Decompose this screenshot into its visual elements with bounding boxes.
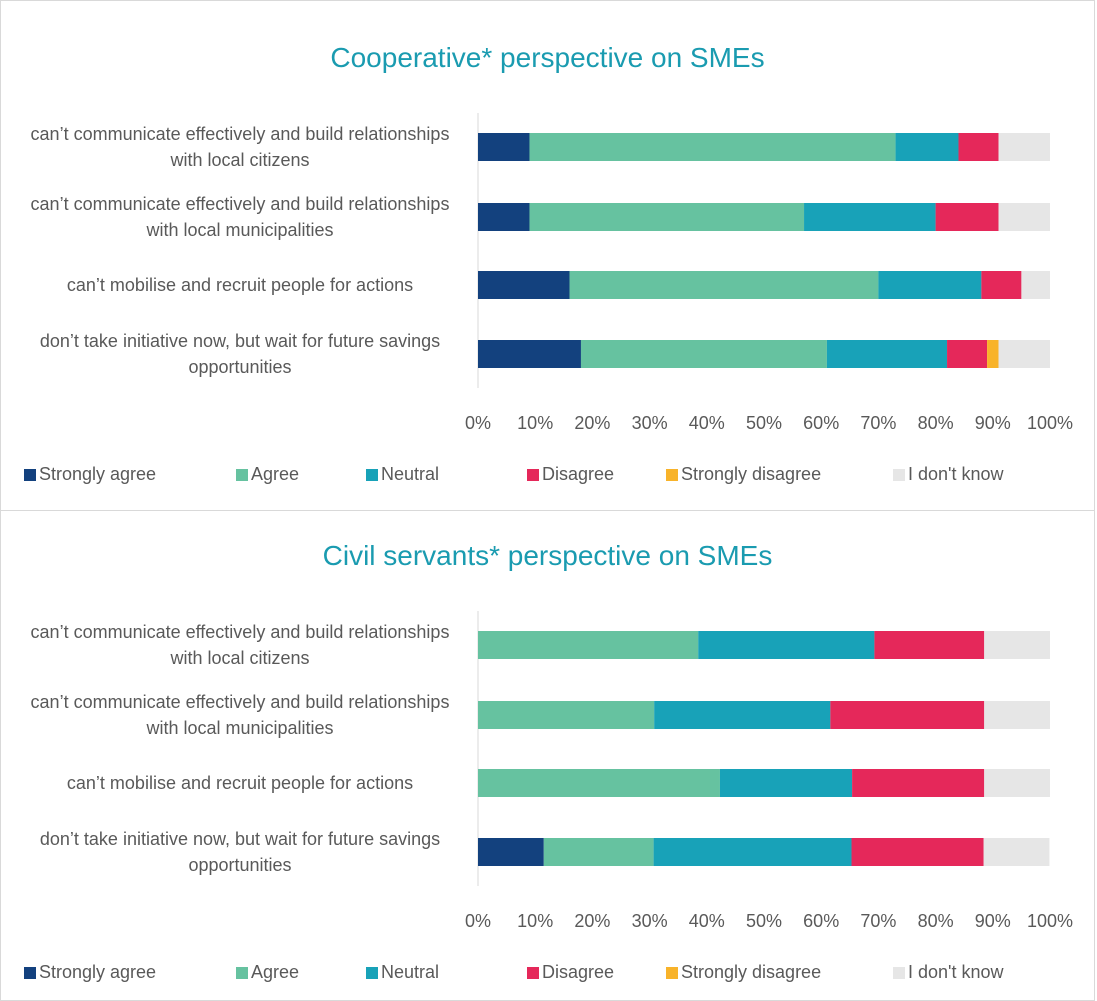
x-tick-label: 90% <box>975 911 1011 931</box>
legend-label: Disagree <box>542 962 614 982</box>
bar-segment <box>984 631 1050 659</box>
legend-label: Neutral <box>381 464 439 484</box>
bar-segment <box>935 203 999 231</box>
x-tick-label: 80% <box>918 413 954 433</box>
bar-segment <box>653 838 852 866</box>
category-label: don’t take initiative now, but wait for … <box>39 331 441 377</box>
bar-segment <box>984 701 1050 729</box>
legend-label: Strongly agree <box>39 464 156 484</box>
legend-label: Agree <box>251 962 299 982</box>
bar-segment <box>719 769 853 797</box>
legend-swatch <box>366 967 378 979</box>
legend-swatch <box>24 469 36 481</box>
chart-title: Civil servants* perspective on SMEs <box>322 540 773 571</box>
x-tick-label: 80% <box>918 911 954 931</box>
x-tick-label: 0% <box>465 911 491 931</box>
legend-label: Strongly disagree <box>681 464 821 484</box>
x-tick-label: 0% <box>465 413 491 433</box>
chart-title: Cooperative* perspective on SMEs <box>330 42 765 73</box>
legend-swatch <box>527 967 539 979</box>
bar-segment <box>478 271 570 299</box>
legend-swatch <box>893 469 905 481</box>
bar-segment <box>569 271 879 299</box>
x-tick-label: 100% <box>1027 413 1073 433</box>
x-tick-label: 10% <box>517 413 553 433</box>
x-tick-label: 40% <box>689 413 725 433</box>
x-tick-label: 30% <box>632 413 668 433</box>
bar-segment <box>478 631 699 659</box>
legend-swatch <box>666 469 678 481</box>
x-tick-label: 60% <box>803 413 839 433</box>
legend-swatch <box>893 967 905 979</box>
category-label: can’t mobilise and recruit people for ac… <box>66 275 414 295</box>
bar-segment <box>478 769 720 797</box>
bar-segment <box>983 838 1050 866</box>
x-tick-label: 20% <box>574 911 610 931</box>
category-label: can’t communicate effectively and build … <box>30 622 450 668</box>
bar-segment <box>478 340 581 368</box>
bar-segment <box>478 203 530 231</box>
x-tick-label: 50% <box>746 413 782 433</box>
bar-segment <box>826 340 948 368</box>
x-tick-label: 70% <box>860 413 896 433</box>
category-label: can’t communicate effectively and build … <box>30 194 450 240</box>
category-label: can’t communicate effectively and build … <box>30 124 450 170</box>
bar-segment <box>1021 271 1050 299</box>
bar-segment <box>947 340 988 368</box>
x-tick-label: 90% <box>975 413 1011 433</box>
bar-segment <box>998 133 1050 161</box>
bar-segment <box>998 340 1050 368</box>
legend-swatch <box>366 469 378 481</box>
legend-label: Agree <box>251 464 299 484</box>
x-tick-label: 20% <box>574 413 610 433</box>
legend-swatch <box>236 469 248 481</box>
bar-segment <box>580 340 827 368</box>
bar-segment <box>654 701 831 729</box>
bar-segment <box>478 133 530 161</box>
legend-label: Strongly disagree <box>681 962 821 982</box>
bar-segment <box>987 340 999 368</box>
legend-label: I don't know <box>908 962 1004 982</box>
legend-swatch <box>527 469 539 481</box>
legend-label: Neutral <box>381 962 439 982</box>
x-tick-label: 50% <box>746 911 782 931</box>
x-tick-label: 10% <box>517 911 553 931</box>
bar-segment <box>984 769 1050 797</box>
category-label: can’t mobilise and recruit people for ac… <box>66 773 414 793</box>
bar-segment <box>529 203 805 231</box>
bar-segment <box>874 631 985 659</box>
legend-swatch <box>666 967 678 979</box>
bar-segment <box>895 133 959 161</box>
legend-label: Disagree <box>542 464 614 484</box>
x-tick-label: 60% <box>803 911 839 931</box>
legend-swatch <box>24 967 36 979</box>
category-label: don’t take initiative now, but wait for … <box>39 829 441 875</box>
category-label: can’t communicate effectively and build … <box>30 692 450 738</box>
x-tick-label: 30% <box>632 911 668 931</box>
bar-segment <box>804 203 936 231</box>
x-tick-label: 70% <box>860 911 896 931</box>
bar-segment <box>981 271 1022 299</box>
bar-segment <box>878 271 982 299</box>
bar-segment <box>851 838 984 866</box>
bar-segment <box>830 701 985 729</box>
x-tick-label: 40% <box>689 911 725 931</box>
x-tick-label: 100% <box>1027 911 1073 931</box>
bar-segment <box>529 133 896 161</box>
bar-segment <box>543 838 654 866</box>
bar-segment <box>958 133 999 161</box>
bar-segment <box>998 203 1050 231</box>
legend-label: Strongly agree <box>39 962 156 982</box>
bar-segment <box>852 769 985 797</box>
bar-segment <box>478 701 655 729</box>
bar-segment <box>478 838 544 866</box>
legend-label: I don't know <box>908 464 1004 484</box>
bar-segment <box>698 631 875 659</box>
legend-swatch <box>236 967 248 979</box>
